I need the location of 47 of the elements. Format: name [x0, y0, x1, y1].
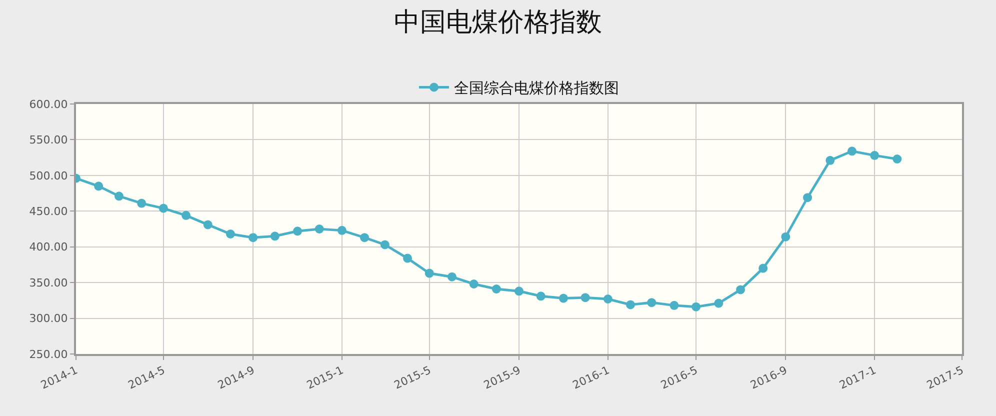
point — [182, 210, 191, 220]
point — [114, 192, 124, 201]
point — [137, 198, 146, 208]
point — [403, 254, 412, 263]
point — [580, 293, 590, 302]
point — [360, 233, 370, 242]
y-tick-label: 450.00 — [29, 204, 68, 218]
point — [203, 220, 212, 230]
point — [158, 204, 168, 213]
y-tick-label: 250.00 — [29, 348, 68, 361]
point — [424, 268, 434, 278]
point — [293, 226, 302, 236]
point — [226, 230, 235, 238]
point — [647, 298, 656, 308]
y-tick-label: 350.00 — [29, 276, 68, 290]
y-tick-label: 300.00 — [29, 312, 68, 326]
legend-label: 全国综合电煤价格指数图 — [454, 79, 619, 98]
point — [469, 280, 478, 288]
point — [492, 284, 501, 294]
point — [447, 272, 456, 282]
point — [626, 300, 635, 310]
point — [94, 182, 104, 191]
point — [781, 232, 790, 242]
y-tick-label: 550.00 — [29, 134, 68, 147]
point — [558, 294, 568, 303]
point — [892, 154, 902, 164]
point — [536, 292, 546, 301]
point — [270, 232, 280, 241]
chart-title: 中国电煤价格指数 — [394, 8, 602, 38]
point — [870, 150, 880, 160]
point — [803, 193, 812, 202]
y-tick-label: 600.00 — [29, 98, 68, 111]
point — [337, 226, 346, 235]
point — [758, 264, 768, 273]
point — [736, 285, 745, 294]
point — [380, 240, 390, 250]
point — [514, 286, 524, 296]
y-tick-label: 400.00 — [29, 240, 68, 254]
point — [670, 300, 679, 310]
point — [714, 298, 724, 308]
point — [248, 233, 258, 242]
point — [603, 294, 612, 304]
point — [826, 156, 835, 165]
point — [314, 224, 324, 234]
point — [847, 146, 856, 156]
y-tick-label: 500.00 — [29, 169, 68, 182]
point — [692, 302, 701, 312]
